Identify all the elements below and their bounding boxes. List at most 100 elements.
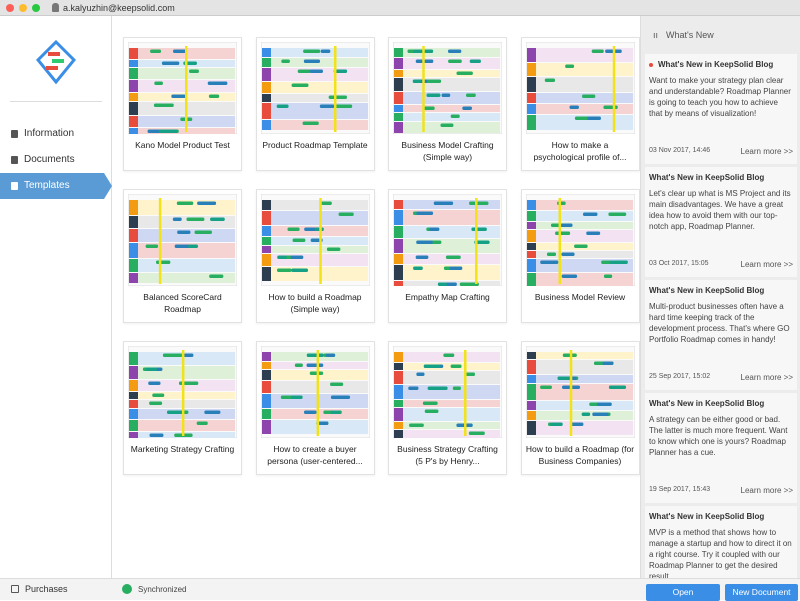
learn-more-link[interactable]: Learn more >> — [740, 373, 793, 382]
thumb-label — [394, 371, 403, 384]
thumb-task — [306, 353, 324, 357]
thumb-task — [294, 363, 303, 367]
minimize-button[interactable] — [19, 4, 27, 12]
thumb-task — [462, 106, 472, 110]
template-card[interactable]: Balanced ScoreCard Roadmap — [123, 189, 242, 323]
thumb-label — [261, 267, 271, 281]
thumb-task — [549, 422, 563, 426]
thumb-label — [394, 200, 403, 209]
thumb-task — [309, 69, 323, 73]
thumb-task — [448, 49, 462, 53]
learn-more-link[interactable]: Learn more >> — [740, 147, 793, 156]
thumb-task — [450, 114, 460, 118]
thumb-task — [603, 274, 612, 278]
thumb-label — [394, 70, 403, 77]
thumb-task — [328, 95, 347, 99]
open-button[interactable]: Open — [646, 584, 720, 601]
thumb-label — [526, 421, 536, 435]
thumb-label — [526, 211, 536, 221]
thumb-label — [261, 409, 271, 419]
thumb-task — [591, 412, 609, 416]
learn-more-link[interactable]: Learn more >> — [740, 486, 793, 495]
thumb-task — [330, 395, 350, 399]
template-card[interactable]: Product Roadmap Template — [255, 37, 375, 171]
thumb-row — [270, 409, 368, 419]
thumb-label — [394, 363, 403, 370]
thumb-task — [161, 61, 180, 65]
thumb-task — [544, 78, 555, 82]
nav-item[interactable]: Documents — [0, 147, 112, 173]
thumb-task — [412, 79, 421, 83]
nav-item[interactable]: Information — [0, 121, 112, 147]
thumb-label — [261, 362, 271, 369]
nav-item[interactable]: Templates — [0, 173, 112, 199]
thumb-task — [569, 105, 579, 109]
thumb-label — [394, 226, 403, 238]
thumb-task — [556, 376, 569, 380]
template-thumbnail — [260, 42, 370, 134]
thumb-task — [581, 94, 595, 98]
template-card[interactable]: How to create a buyer persona (user-cent… — [255, 341, 375, 475]
thumb-task — [302, 121, 319, 125]
learn-more-link[interactable]: Learn more >> — [740, 260, 793, 269]
thumb-row — [403, 422, 500, 429]
thumb-task — [276, 268, 291, 272]
thumb-row — [403, 92, 500, 104]
news-text: Want to make your strategy plan clear an… — [649, 76, 791, 118]
thumb-label — [526, 115, 536, 130]
thumb-task — [194, 230, 212, 234]
thumb-label — [261, 370, 271, 380]
user-email[interactable]: a.kalyuzhin@keepsolid.com — [63, 3, 175, 13]
thumb-row — [270, 120, 368, 130]
template-card[interactable]: Empathy Map Crafting — [388, 189, 507, 323]
thumb-task — [320, 49, 330, 53]
thumb-task — [280, 59, 290, 63]
thumb-label — [394, 408, 403, 421]
template-title: Business Model Crafting (Simple way) — [401, 140, 494, 162]
news-title: What's New in KeepSolid Blog — [649, 173, 793, 182]
template-title: Kano Model Product Test — [135, 140, 230, 150]
thumb-task — [309, 371, 323, 375]
thumb-task — [554, 231, 570, 235]
thumb-row — [138, 243, 235, 258]
template-card[interactable]: Business Strategy Crafting (5 P's by Hen… — [388, 341, 507, 475]
close-button[interactable] — [6, 4, 14, 12]
new-document-button[interactable]: New Document — [725, 584, 798, 601]
template-card[interactable]: Marketing Strategy Crafting — [123, 341, 242, 475]
thumb-label — [129, 200, 138, 215]
template-card[interactable]: How to build a Roadmap (for Business Com… — [520, 341, 640, 475]
thumb-task — [291, 83, 308, 87]
thumb-task — [189, 69, 199, 73]
thumb-task — [456, 71, 473, 75]
template-card[interactable]: Kano Model Product Test — [123, 37, 242, 171]
template-card[interactable]: How to make a psychological profile of..… — [520, 37, 640, 171]
thumb-task — [158, 129, 178, 133]
zoom-button[interactable] — [32, 4, 40, 12]
purchases-link[interactable]: Purchases — [25, 584, 68, 594]
news-item: What's New in KeepSolid Blog MVP is a met… — [645, 506, 797, 578]
thumb-task — [148, 381, 161, 385]
news-date: 03 Nov 2017, 14:46 — [649, 147, 711, 154]
thumb-task — [408, 386, 419, 390]
thumb-task — [573, 244, 588, 248]
template-card[interactable]: Business Model Crafting (Simple way) — [388, 37, 507, 171]
news-text: Multi-product businesses often have a ha… — [649, 302, 790, 344]
thumb-label — [526, 104, 536, 114]
thumb-row — [403, 105, 500, 112]
thumb-task — [207, 81, 228, 85]
thumb-row — [403, 400, 500, 407]
thumb-label — [261, 246, 271, 253]
thumb-task — [441, 93, 451, 97]
template-title: Balanced ScoreCard Roadmap — [143, 292, 222, 314]
template-card[interactable]: Business Model Review — [520, 189, 640, 323]
news-title-text: What's New in KeepSolid Blog — [649, 399, 765, 408]
thumb-label — [526, 401, 536, 410]
thumb-label — [129, 366, 138, 379]
thumb-row — [535, 230, 633, 242]
news-title: What's New in KeepSolid Blog — [649, 512, 793, 521]
user-icon — [52, 3, 59, 12]
template-card[interactable]: How to build a Roadmap (Simple way) — [255, 189, 375, 323]
thumb-row — [138, 400, 235, 408]
sync-status: Synchronized — [138, 585, 187, 594]
thumb-task — [334, 104, 352, 108]
